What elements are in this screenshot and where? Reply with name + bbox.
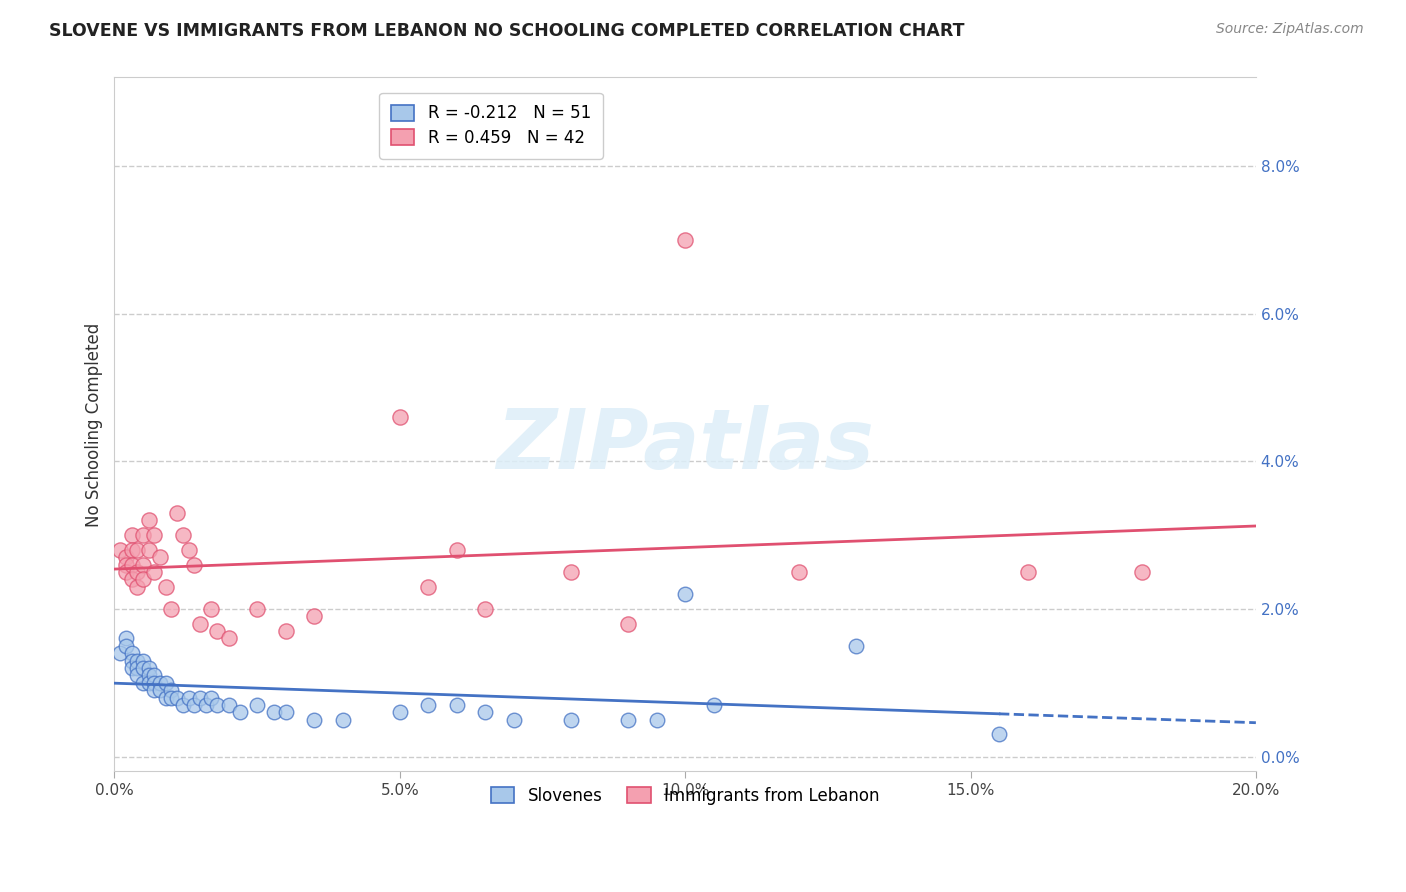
- Point: [143, 668, 166, 682]
- Point: [388, 706, 411, 720]
- Point: [229, 706, 252, 720]
- Point: [188, 690, 211, 705]
- Point: [446, 542, 468, 557]
- Point: [200, 602, 222, 616]
- Point: [166, 506, 188, 520]
- Point: [121, 661, 143, 675]
- Point: [1017, 565, 1039, 579]
- Point: [274, 706, 297, 720]
- Point: [108, 542, 131, 557]
- Point: [183, 698, 205, 712]
- Point: [138, 513, 160, 527]
- Point: [149, 675, 172, 690]
- Point: [218, 632, 240, 646]
- Point: [160, 602, 183, 616]
- Point: [188, 616, 211, 631]
- Point: [388, 410, 411, 425]
- Point: [177, 690, 200, 705]
- Point: [166, 690, 188, 705]
- Point: [127, 661, 149, 675]
- Point: [138, 675, 160, 690]
- Point: [121, 542, 143, 557]
- Y-axis label: No Schooling Completed: No Schooling Completed: [86, 322, 103, 526]
- Point: [138, 542, 160, 557]
- Point: [127, 668, 149, 682]
- Point: [617, 713, 640, 727]
- Point: [194, 698, 217, 712]
- Point: [177, 542, 200, 557]
- Point: [114, 550, 136, 565]
- Point: [132, 528, 155, 542]
- Point: [132, 661, 155, 675]
- Point: [302, 713, 325, 727]
- Text: ZIPatlas: ZIPatlas: [496, 405, 875, 486]
- Point: [108, 646, 131, 660]
- Text: Source: ZipAtlas.com: Source: ZipAtlas.com: [1216, 22, 1364, 37]
- Text: SLOVENE VS IMMIGRANTS FROM LEBANON NO SCHOOLING COMPLETED CORRELATION CHART: SLOVENE VS IMMIGRANTS FROM LEBANON NO SC…: [49, 22, 965, 40]
- Point: [127, 654, 149, 668]
- Point: [703, 698, 725, 712]
- Point: [218, 698, 240, 712]
- Point: [132, 558, 155, 572]
- Point: [263, 706, 285, 720]
- Point: [205, 698, 228, 712]
- Point: [149, 683, 172, 698]
- Point: [205, 624, 228, 639]
- Point: [183, 558, 205, 572]
- Point: [138, 661, 160, 675]
- Point: [988, 727, 1011, 741]
- Point: [274, 624, 297, 639]
- Point: [160, 683, 183, 698]
- Point: [1130, 565, 1153, 579]
- Point: [474, 602, 496, 616]
- Point: [138, 668, 160, 682]
- Point: [132, 675, 155, 690]
- Point: [121, 654, 143, 668]
- Point: [155, 675, 177, 690]
- Point: [160, 690, 183, 705]
- Point: [114, 632, 136, 646]
- Point: [143, 565, 166, 579]
- Point: [172, 698, 194, 712]
- Legend: Slovenes, Immigrants from Lebanon: Slovenes, Immigrants from Lebanon: [481, 777, 890, 815]
- Point: [155, 580, 177, 594]
- Point: [121, 558, 143, 572]
- Point: [332, 713, 354, 727]
- Point: [127, 565, 149, 579]
- Point: [418, 698, 440, 712]
- Point: [200, 690, 222, 705]
- Point: [114, 565, 136, 579]
- Point: [503, 713, 526, 727]
- Point: [645, 713, 668, 727]
- Point: [446, 698, 468, 712]
- Point: [246, 698, 269, 712]
- Point: [302, 609, 325, 624]
- Point: [845, 639, 868, 653]
- Point: [132, 573, 155, 587]
- Point: [673, 587, 696, 601]
- Point: [418, 580, 440, 594]
- Point: [673, 233, 696, 247]
- Point: [143, 528, 166, 542]
- Point: [127, 580, 149, 594]
- Point: [121, 646, 143, 660]
- Point: [143, 683, 166, 698]
- Point: [617, 616, 640, 631]
- Point: [560, 565, 582, 579]
- Point: [121, 528, 143, 542]
- Point: [114, 558, 136, 572]
- Point: [132, 654, 155, 668]
- Point: [787, 565, 810, 579]
- Point: [155, 690, 177, 705]
- Point: [172, 528, 194, 542]
- Point: [246, 602, 269, 616]
- Point: [121, 573, 143, 587]
- Point: [149, 550, 172, 565]
- Point: [114, 639, 136, 653]
- Point: [127, 542, 149, 557]
- Point: [474, 706, 496, 720]
- Point: [143, 675, 166, 690]
- Point: [560, 713, 582, 727]
